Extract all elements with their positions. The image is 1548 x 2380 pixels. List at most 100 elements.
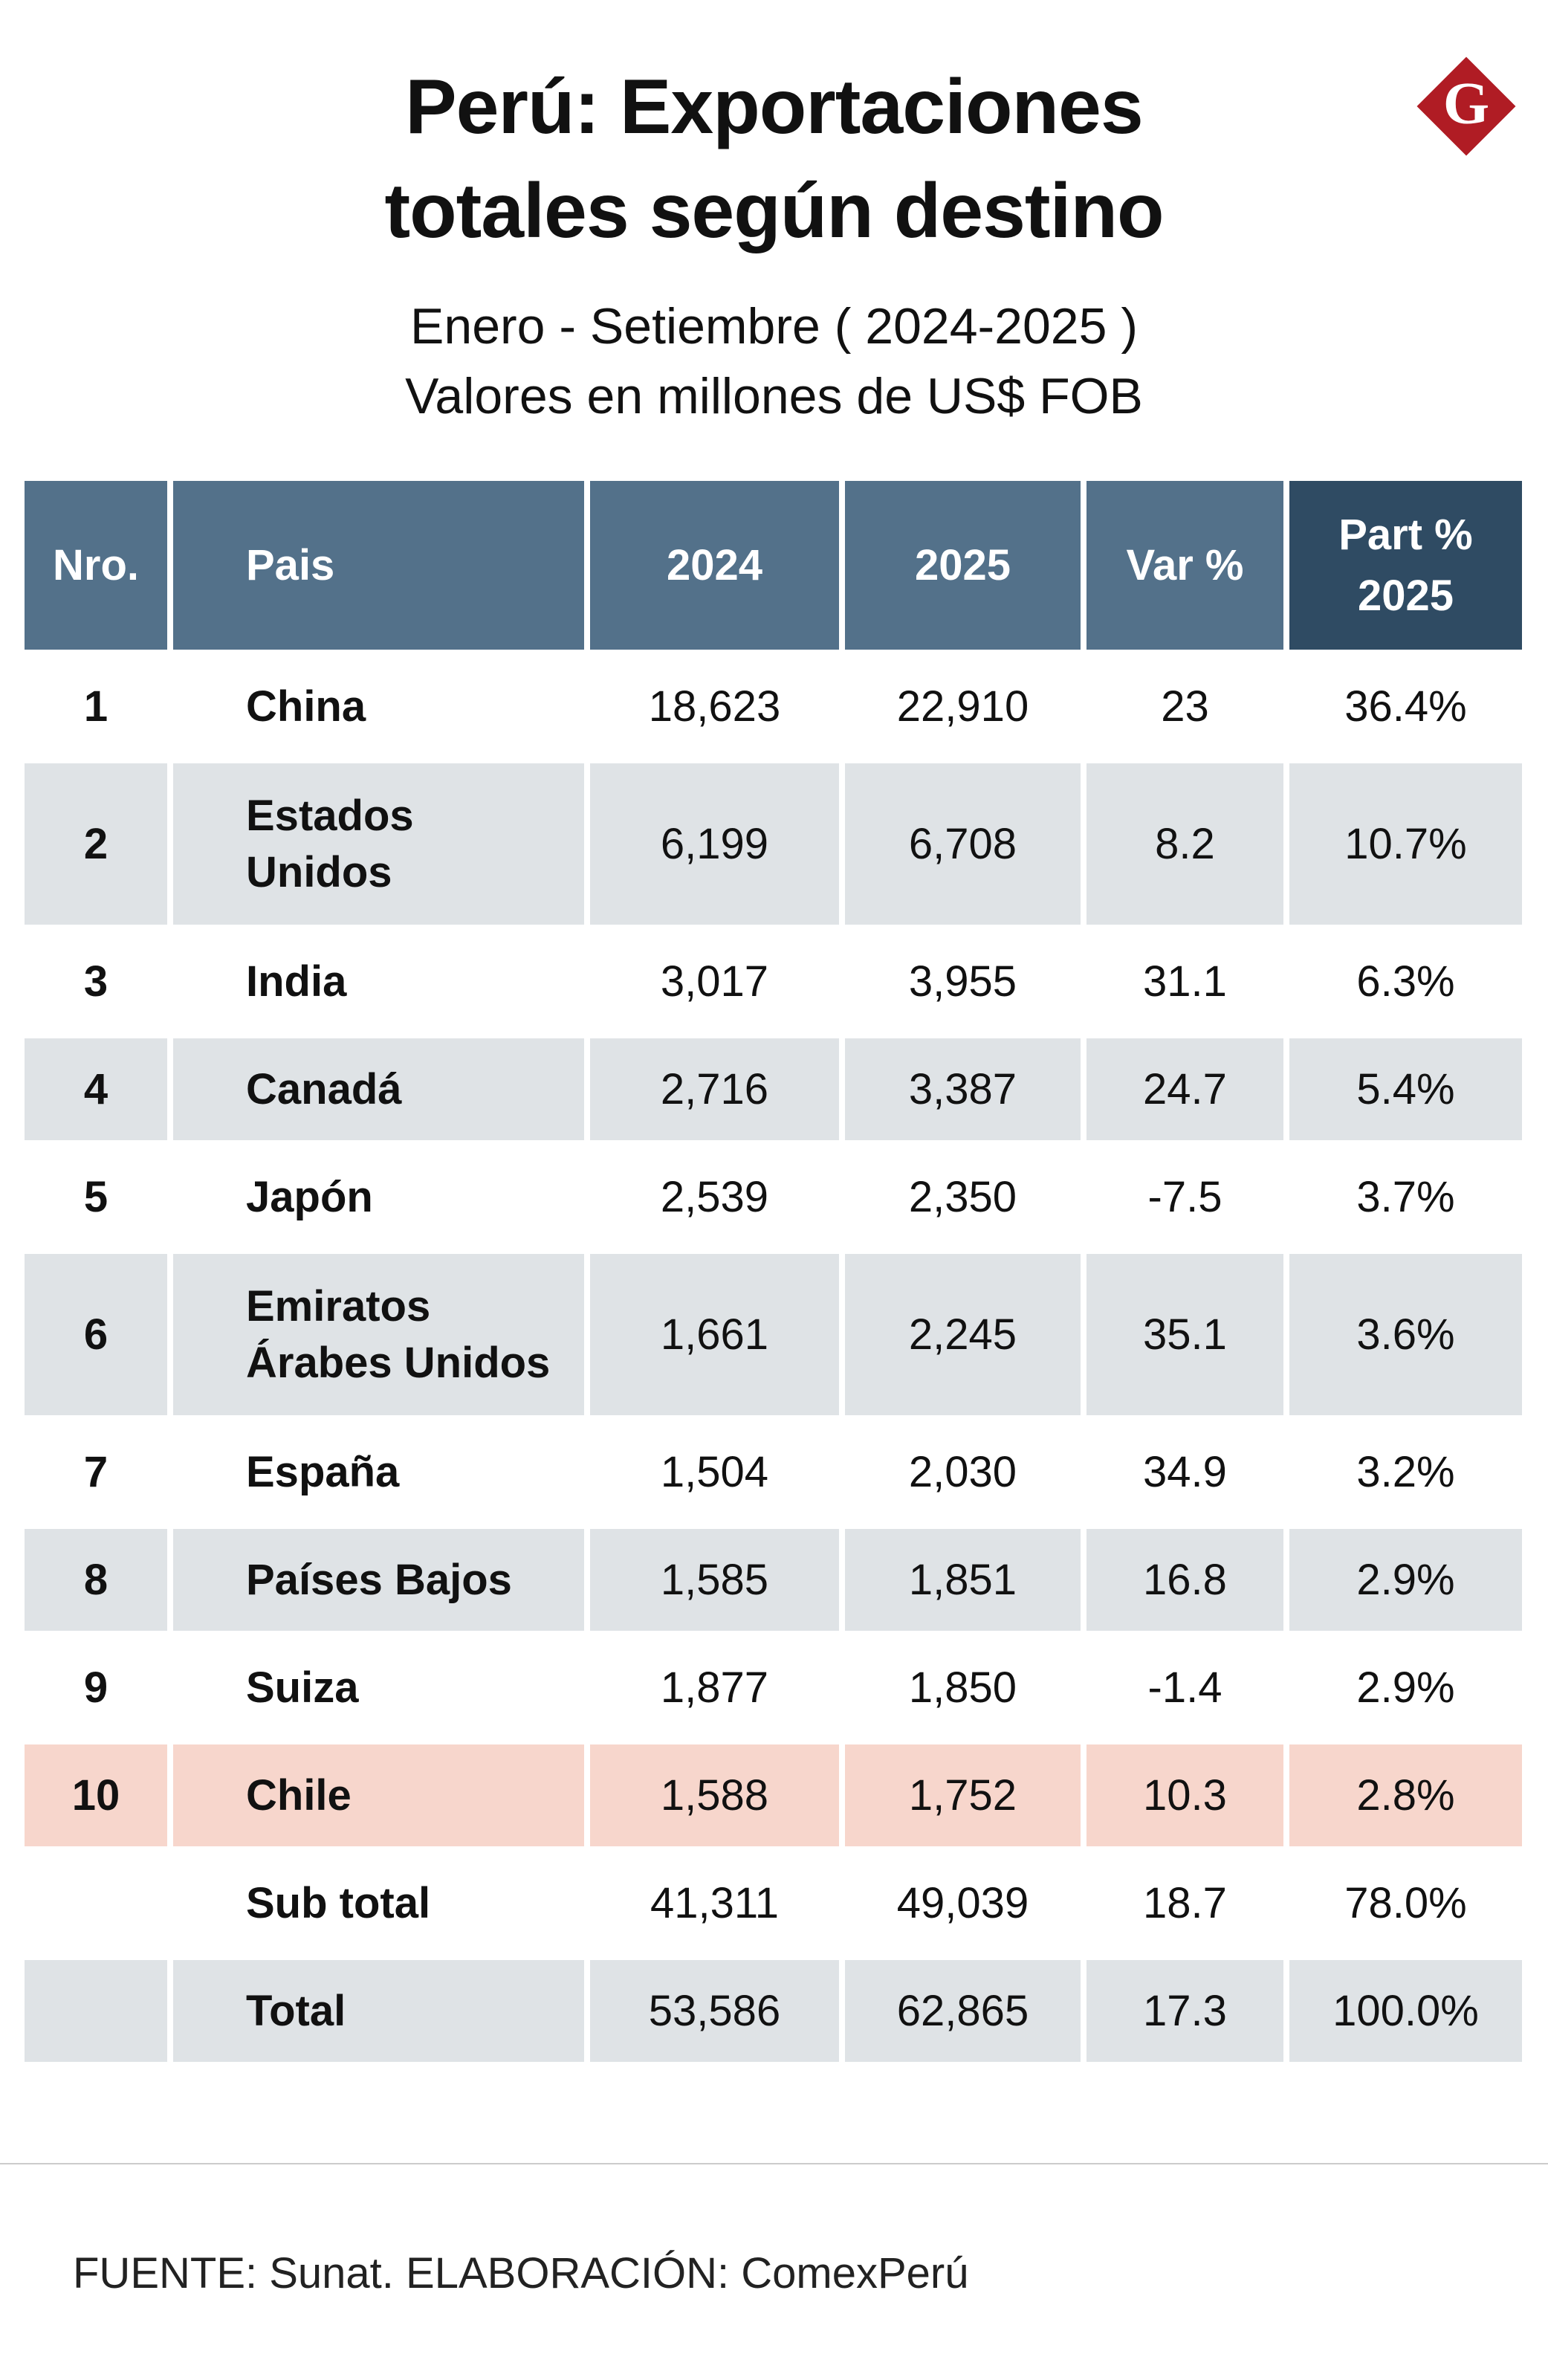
- table-cell: 18.7: [1086, 1852, 1283, 1954]
- country: Total: [246, 1983, 346, 2039]
- table-cell: 8.2: [1086, 763, 1283, 925]
- value: 78.0%: [1344, 1879, 1467, 1927]
- value: 3.6%: [1356, 1310, 1455, 1359]
- country-line: Japón: [246, 1172, 373, 1221]
- table-cell: 6,199: [590, 763, 839, 925]
- value: 36.4%: [1344, 682, 1467, 731]
- table-cell: Países Bajos: [173, 1529, 584, 1631]
- table-cell: 100.0%: [1289, 1960, 1522, 2062]
- country: Países Bajos: [246, 1552, 512, 1608]
- table-cell: 6.3%: [1289, 931, 1522, 1032]
- table-cell: 10.7%: [1289, 763, 1522, 925]
- table-cell: 16.8: [1086, 1529, 1283, 1631]
- value: 3.7%: [1356, 1173, 1455, 1221]
- value: 3,017: [660, 957, 769, 1006]
- value: -1.4: [1147, 1663, 1222, 1712]
- table-cell: 24.7: [1086, 1038, 1283, 1140]
- value: 6,708: [908, 820, 1017, 868]
- value: 2,245: [908, 1310, 1017, 1359]
- country-line: Canadá: [246, 1064, 402, 1113]
- table-cell: 2.9%: [1289, 1637, 1522, 1739]
- table-cell: Emiratos Árabes Unidos: [173, 1254, 584, 1415]
- table-cell: 78.0%: [1289, 1852, 1522, 1954]
- country: Sub total: [246, 1875, 430, 1931]
- header-text: 2024: [666, 541, 763, 589]
- country-line: Suiza: [246, 1663, 359, 1712]
- table-cell: 6,708: [845, 763, 1081, 925]
- table-cell: 34.9: [1086, 1421, 1283, 1523]
- table-cell: 3.7%: [1289, 1146, 1522, 1248]
- source: FUENTE: Sunat. ELABORACIÓN: ComexPerú: [73, 2249, 969, 2297]
- country: China: [246, 679, 366, 734]
- country: India: [246, 954, 346, 1009]
- value: 2,030: [908, 1448, 1017, 1496]
- value: 1,877: [660, 1663, 769, 1712]
- table-cell: 62,865: [845, 1960, 1081, 2062]
- country: Suiza: [246, 1660, 359, 1716]
- subtitle-line: Valores en millones de US$ FOB: [405, 368, 1143, 424]
- header-cell: 2025: [845, 481, 1081, 650]
- value: 18.7: [1143, 1879, 1227, 1927]
- table-cell: 18,623: [590, 656, 839, 757]
- table-cell: 22,910: [845, 656, 1081, 757]
- table-cell: 3.6%: [1289, 1254, 1522, 1415]
- country: Estados Unidos: [246, 788, 414, 900]
- table-cell: Estados Unidos: [173, 763, 584, 925]
- rank: 1: [83, 682, 109, 731]
- value: 1,504: [660, 1448, 769, 1496]
- value: 10.7%: [1344, 820, 1467, 868]
- table-cell: Sub total: [173, 1852, 584, 1954]
- title-line: totales según destino: [384, 168, 1164, 254]
- table-cell: 3: [25, 931, 167, 1032]
- footer-rule: [0, 2163, 1548, 2164]
- rank: 6: [83, 1310, 109, 1359]
- header-cell: Pais: [173, 481, 584, 650]
- table-cell: 36.4%: [1289, 656, 1522, 757]
- table-cell: 3,955: [845, 931, 1081, 1032]
- value: 10.3: [1143, 1771, 1227, 1820]
- table-cell: 41,311: [590, 1852, 839, 1954]
- value: 1,588: [660, 1771, 769, 1820]
- table-cell: -1.4: [1086, 1637, 1283, 1739]
- country: Japón: [246, 1169, 373, 1225]
- value: 2,539: [660, 1173, 769, 1221]
- country: Canadá: [246, 1061, 402, 1117]
- rank: 9: [83, 1663, 109, 1712]
- table-cell: 1,877: [590, 1637, 839, 1739]
- rank: 7: [83, 1448, 109, 1496]
- value: 6.3%: [1356, 957, 1455, 1006]
- table-cell: Japón: [173, 1146, 584, 1248]
- logo: G: [1416, 56, 1516, 156]
- value: 1,661: [660, 1310, 769, 1359]
- value: 41,311: [650, 1879, 780, 1927]
- table-cell: 1,504: [590, 1421, 839, 1523]
- table-cell: 1,585: [590, 1529, 839, 1631]
- table-cell: 1,752: [845, 1744, 1081, 1846]
- country-line: Sub total: [246, 1878, 431, 1927]
- table-cell: 35.1: [1086, 1254, 1283, 1415]
- value: 17.3: [1143, 1987, 1227, 2035]
- table-cell: 2,245: [845, 1254, 1081, 1415]
- country-line: Emiratos: [246, 1282, 431, 1331]
- rank: 8: [83, 1556, 109, 1604]
- rank: 4: [83, 1065, 109, 1113]
- value: 3,387: [908, 1065, 1017, 1113]
- table-cell: Total: [173, 1960, 584, 2062]
- table-cell: India: [173, 931, 584, 1032]
- value: 2.8%: [1356, 1771, 1455, 1820]
- value: 2,350: [908, 1173, 1017, 1221]
- title-line: Perú: Exportaciones: [405, 64, 1143, 150]
- table-cell: 10.3: [1086, 1744, 1283, 1846]
- header-cell: 2024: [590, 481, 839, 650]
- country-line: Unidos: [246, 847, 392, 896]
- subtitle-line: Enero - Setiembre ( 2024-2025 ): [410, 298, 1138, 355]
- table-cell: 53,586: [590, 1960, 839, 2062]
- table-cell: 3,387: [845, 1038, 1081, 1140]
- table-cell: 6: [25, 1254, 167, 1415]
- value: 1,851: [908, 1556, 1017, 1604]
- header-cell: Part % 2025: [1289, 481, 1522, 650]
- table-cell: 2,716: [590, 1038, 839, 1140]
- value: 49,039: [896, 1879, 1029, 1927]
- value: 8.2: [1155, 820, 1215, 868]
- country-line: Chile: [246, 1771, 352, 1820]
